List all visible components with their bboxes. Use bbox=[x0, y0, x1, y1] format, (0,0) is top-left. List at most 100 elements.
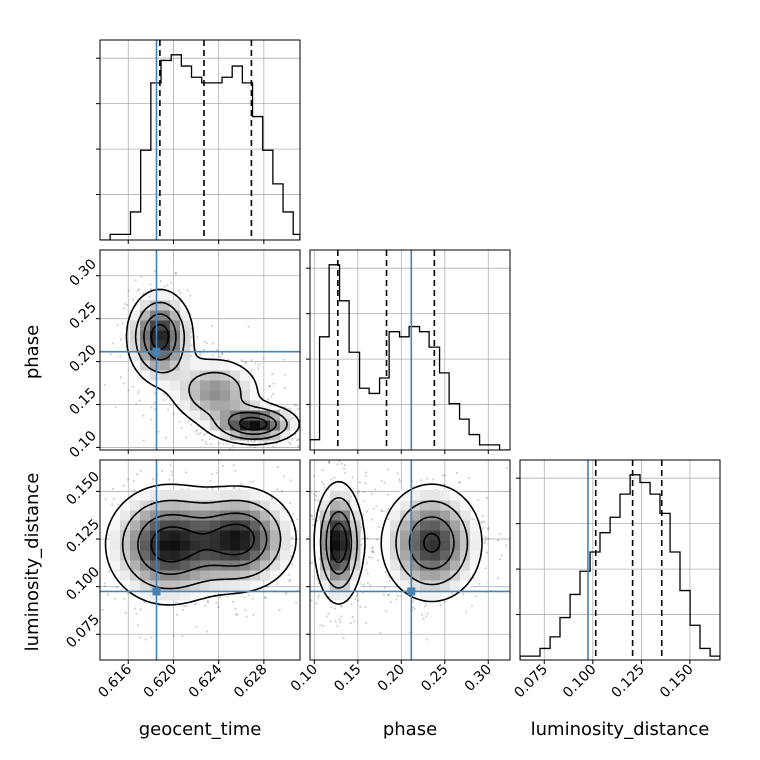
scatter-point bbox=[190, 423, 193, 426]
density-cell bbox=[180, 490, 191, 501]
scatter-point bbox=[351, 476, 354, 479]
density-cell bbox=[120, 540, 131, 551]
panel-frame bbox=[99, 459, 301, 661]
scatter-point bbox=[317, 594, 321, 597]
scatter-point bbox=[311, 435, 313, 437]
scatter-point bbox=[127, 389, 130, 392]
scatter-point bbox=[289, 501, 292, 504]
scatter-point bbox=[150, 636, 153, 639]
scatter-point bbox=[190, 327, 193, 330]
density-cell bbox=[350, 500, 361, 511]
scatter-point bbox=[204, 440, 207, 443]
density-cell bbox=[390, 570, 401, 581]
scatter-point bbox=[259, 440, 262, 444]
scatter-point bbox=[498, 557, 501, 560]
scatter-point bbox=[288, 407, 291, 410]
density-cell bbox=[220, 500, 231, 511]
scatter-point bbox=[301, 538, 303, 540]
scatter-point bbox=[88, 548, 90, 550]
density-cell bbox=[350, 570, 361, 581]
scatter-point bbox=[137, 389, 140, 392]
scatter-point bbox=[272, 392, 275, 396]
density-cell bbox=[160, 520, 171, 531]
scatter-point bbox=[264, 596, 267, 599]
density-cell bbox=[180, 330, 191, 341]
density-cell bbox=[120, 520, 131, 531]
y-tick-label: 0.150 bbox=[63, 469, 103, 509]
density-cell bbox=[320, 520, 331, 531]
scatter-point bbox=[288, 579, 291, 582]
scatter-point bbox=[211, 473, 214, 476]
scatter-point bbox=[464, 611, 468, 614]
density-cell bbox=[240, 430, 251, 441]
scatter-point bbox=[462, 592, 465, 595]
density-cell bbox=[180, 340, 191, 351]
scatter-point bbox=[366, 562, 369, 565]
scatter-point bbox=[372, 550, 375, 553]
scatter-point bbox=[199, 353, 202, 357]
density-cell bbox=[270, 510, 281, 521]
scatter-point bbox=[287, 573, 290, 576]
density-cell bbox=[230, 530, 241, 541]
scatter-point bbox=[317, 499, 320, 502]
density-cell bbox=[200, 410, 211, 421]
density-cell bbox=[430, 570, 441, 581]
scatter-point bbox=[370, 550, 373, 553]
density-cell bbox=[460, 570, 471, 581]
scatter-point bbox=[319, 623, 322, 627]
density-cell bbox=[150, 570, 161, 581]
density-cell bbox=[140, 590, 151, 601]
density-cell bbox=[210, 490, 221, 501]
histogram-bin bbox=[253, 117, 263, 240]
scatter-point bbox=[93, 590, 95, 592]
histogram-bin bbox=[340, 301, 350, 450]
density-cell bbox=[450, 500, 461, 511]
scatter-point bbox=[139, 469, 142, 473]
scatter-point bbox=[209, 479, 212, 483]
scatter-point bbox=[107, 593, 110, 596]
scatter-point bbox=[322, 483, 325, 486]
contour-line bbox=[125, 288, 300, 446]
scatter-point bbox=[170, 470, 173, 473]
scatter-point bbox=[396, 594, 400, 597]
scatter-point bbox=[290, 536, 293, 539]
scatter-point bbox=[314, 490, 318, 493]
scatter-point bbox=[116, 323, 119, 326]
scatter-point bbox=[251, 597, 254, 601]
scatter-point bbox=[295, 404, 298, 407]
scatter-point bbox=[360, 526, 363, 529]
scatter-point bbox=[202, 348, 205, 351]
density-cell bbox=[170, 370, 181, 381]
histogram-bin bbox=[232, 66, 242, 240]
y-tick-label: 0.20 bbox=[66, 342, 99, 375]
scatter-point bbox=[170, 454, 172, 456]
scatter-point bbox=[496, 577, 500, 580]
density-cell bbox=[160, 560, 171, 571]
scatter-point bbox=[321, 481, 324, 484]
scatter-point bbox=[268, 385, 271, 388]
scatter-point bbox=[380, 479, 383, 482]
density-cell bbox=[260, 430, 271, 441]
density-cell bbox=[250, 400, 261, 411]
density-cell bbox=[440, 570, 451, 581]
density-cell bbox=[340, 570, 351, 581]
histogram-bin bbox=[610, 517, 620, 660]
scatter-point bbox=[496, 539, 500, 542]
scatter-point bbox=[127, 478, 130, 481]
density-cell bbox=[400, 490, 411, 501]
scatter-point bbox=[303, 532, 305, 534]
density-cell bbox=[390, 510, 401, 521]
density-cell bbox=[220, 420, 231, 431]
density-cell bbox=[120, 500, 131, 511]
histogram-bin bbox=[560, 618, 570, 660]
scatter-point bbox=[167, 408, 170, 411]
density-cell bbox=[280, 430, 291, 441]
scatter-point bbox=[313, 493, 316, 496]
density-cell bbox=[230, 370, 241, 381]
density-cell bbox=[190, 520, 201, 531]
density-cell bbox=[130, 360, 141, 371]
scatter-point bbox=[149, 452, 151, 454]
panel-frame bbox=[519, 459, 721, 661]
density-cell bbox=[270, 560, 281, 571]
scatter-point bbox=[132, 385, 135, 388]
